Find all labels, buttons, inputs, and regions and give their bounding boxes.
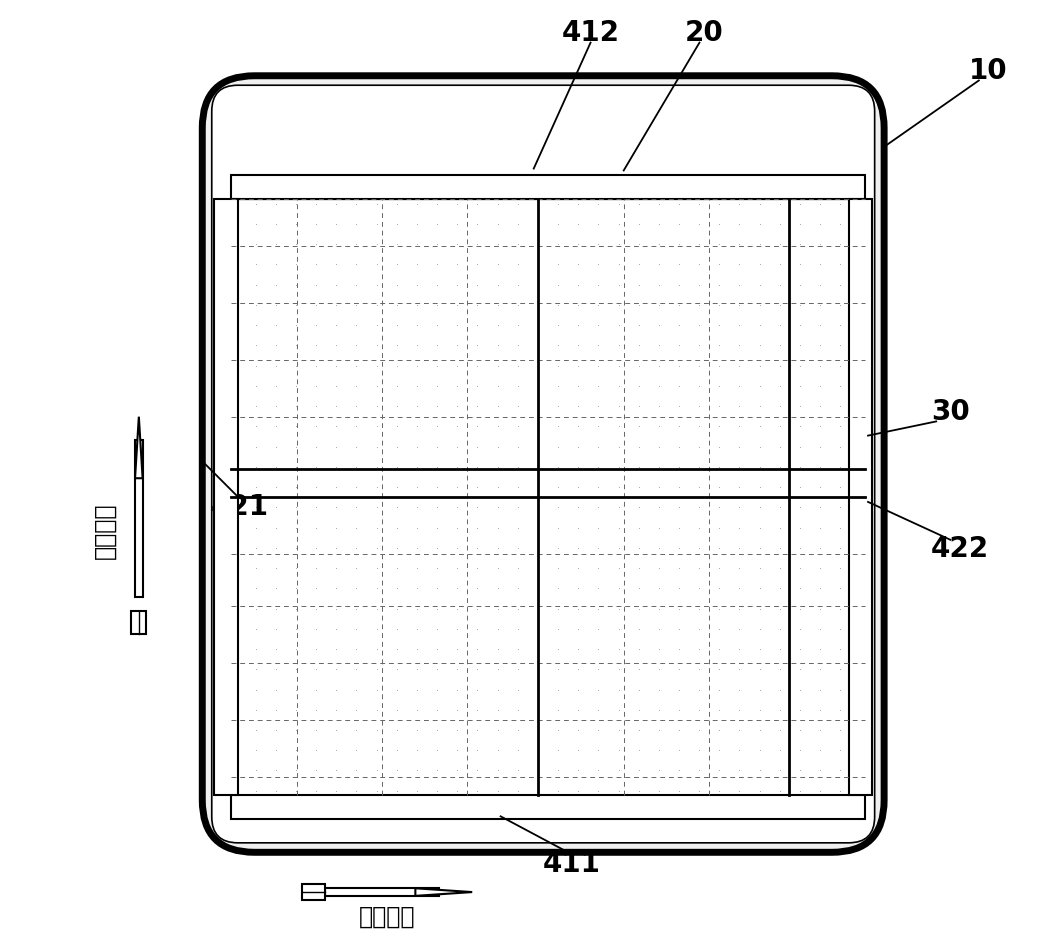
Text: 421: 421 xyxy=(212,492,269,521)
Text: 第二方向: 第二方向 xyxy=(93,502,116,559)
Bar xyxy=(131,611,146,634)
Text: 422: 422 xyxy=(931,535,989,563)
Polygon shape xyxy=(416,888,472,896)
Bar xyxy=(135,440,143,597)
Bar xyxy=(231,199,865,795)
FancyBboxPatch shape xyxy=(202,76,884,852)
Text: 第一方向: 第一方向 xyxy=(359,904,415,929)
Bar xyxy=(849,199,872,795)
Bar xyxy=(302,884,326,900)
Bar xyxy=(326,888,439,896)
Text: 10: 10 xyxy=(969,57,1007,85)
Text: 30: 30 xyxy=(931,398,970,426)
Text: 411: 411 xyxy=(543,849,601,878)
Polygon shape xyxy=(135,417,143,478)
Bar xyxy=(231,795,865,819)
Text: 412: 412 xyxy=(562,19,620,47)
FancyBboxPatch shape xyxy=(212,85,875,843)
Bar xyxy=(231,175,865,199)
Bar xyxy=(214,199,238,795)
Text: 20: 20 xyxy=(685,19,724,47)
